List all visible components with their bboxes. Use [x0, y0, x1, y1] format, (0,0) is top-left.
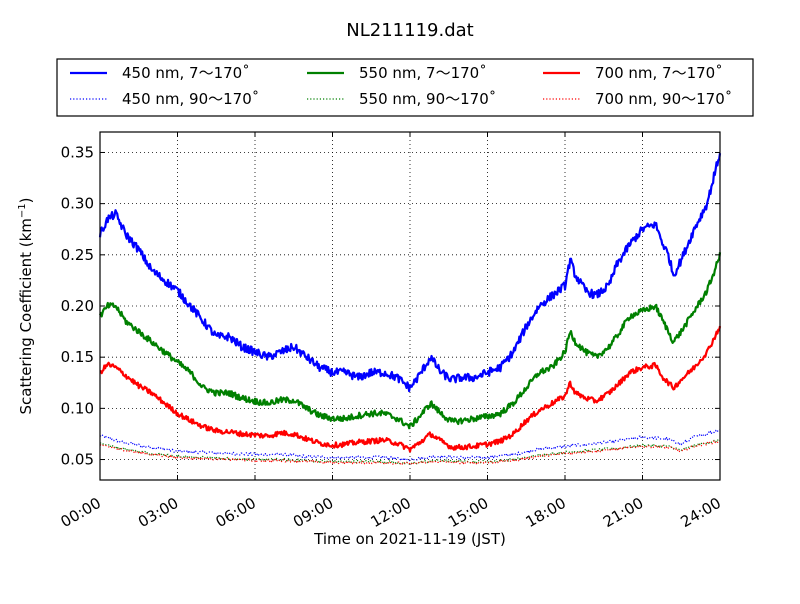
grid [100, 132, 720, 480]
legend-label-1: 450 nm, 90～170˚ [122, 90, 259, 108]
y-tick-label: 0.30 [61, 195, 94, 213]
legend-label-4: 700 nm, 7～170˚ [595, 64, 723, 82]
y-tick-label: 0.20 [61, 297, 94, 315]
series-line-2 [98, 252, 722, 430]
legend: 450 nm, 7～170˚ 550 nm, 7～170˚ 700 nm, 7～17… [56, 58, 754, 117]
series-line-0 [98, 153, 722, 393]
y-axis-label-close: ) [17, 197, 35, 203]
legend-label-3: 550 nm, 90～170˚ [359, 90, 496, 108]
legend-label-0: 450 nm, 7～170˚ [122, 64, 250, 82]
y-axis-label-main: Scattering Coefficient (km [17, 218, 35, 414]
y-axis: 0.05 0.10 0.15 0.20 0.25 0.30 0.35 [61, 143, 720, 469]
legend-box [56, 58, 754, 117]
y-tick-label: 0.25 [61, 246, 94, 264]
series-layer [98, 153, 722, 466]
y-tick-label: 0.05 [61, 451, 94, 469]
y-axis-label-superscript: −1 [17, 203, 28, 218]
legend-label-5: 700 nm, 90～170˚ [595, 90, 732, 108]
series-line-3 [99, 438, 721, 465]
series-line-4 [99, 325, 722, 453]
y-tick-label: 0.15 [61, 348, 94, 366]
chart-title: NL211119.dat [346, 20, 473, 41]
y-axis-label: Scattering Coefficient (km−1) [17, 197, 35, 414]
y-tick-label: 0.35 [61, 143, 94, 161]
x-axis-label: Time on 2021-11-19 (JST) [313, 530, 506, 548]
legend-label-2: 550 nm, 7～170˚ [359, 64, 487, 82]
y-tick-label: 0.10 [61, 399, 94, 417]
